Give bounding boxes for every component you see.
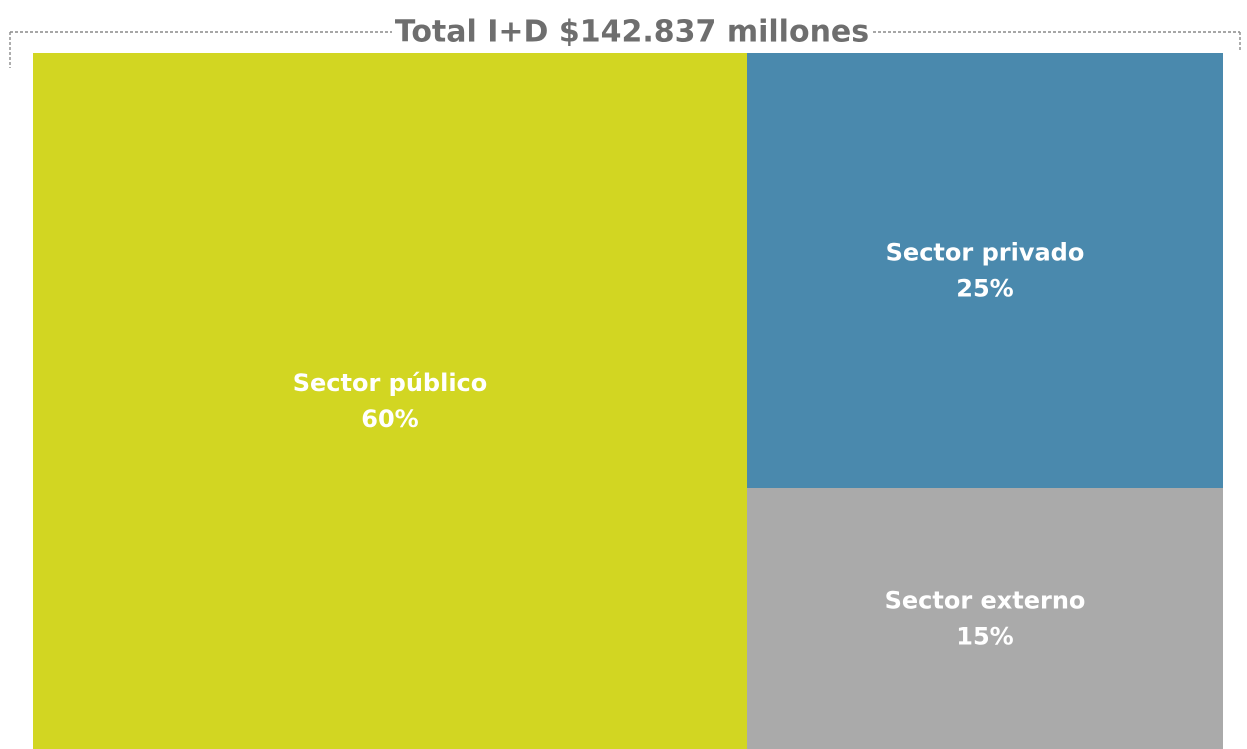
tile-value-sector-publico: 60% bbox=[361, 405, 418, 433]
chart-title: Total I+D $142.837 millones bbox=[395, 15, 869, 50]
tile-sector-publico bbox=[33, 53, 747, 749]
tile-value-sector-privado: 25% bbox=[956, 275, 1013, 303]
tile-value-sector-externo: 15% bbox=[956, 623, 1013, 651]
title-frame bbox=[9, 31, 1241, 68]
tile-label-sector-privado: Sector privado bbox=[886, 239, 1085, 267]
tile-label-sector-externo: Sector externo bbox=[885, 587, 1086, 615]
tile-sector-externo bbox=[747, 488, 1223, 749]
tile-sector-privado bbox=[747, 53, 1223, 488]
treemap-tiles: Sector público 60% Sector privado 25% Sector… bbox=[33, 53, 1223, 749]
tile-label-sector-publico: Sector público bbox=[293, 369, 488, 397]
